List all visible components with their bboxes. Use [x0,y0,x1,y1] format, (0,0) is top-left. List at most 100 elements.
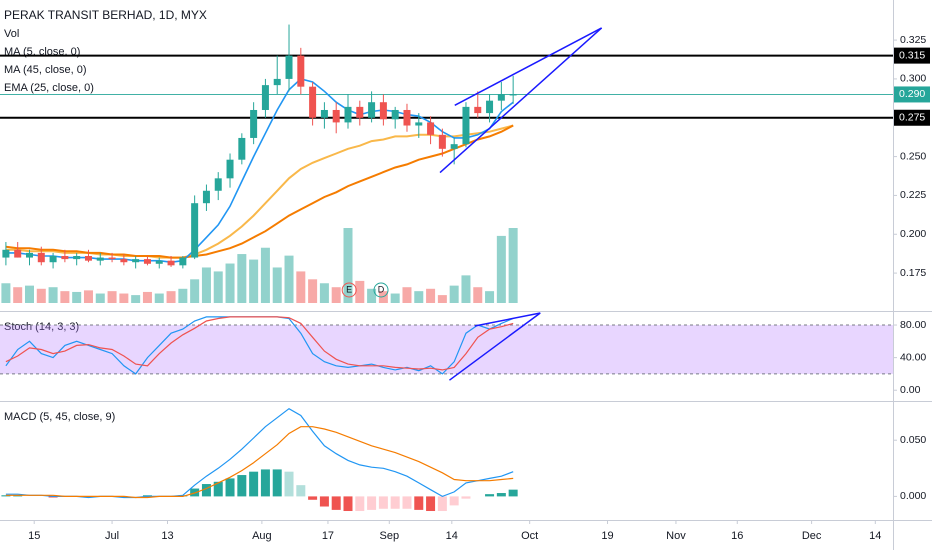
candle-body [132,259,140,263]
price-tick-label: 0.050 [900,434,926,446]
candle-body [155,260,163,264]
histogram-bar [201,484,211,497]
volume-bar [95,293,105,303]
price-tick-label: 0.325 [900,34,926,46]
histogram-bar [496,493,506,497]
legend-label: MA (45, close, 0) [4,64,87,76]
candle-body [427,122,435,135]
candle-body [403,109,411,126]
time-tick-label: Sep [379,530,399,542]
volume-bar [449,285,459,303]
candle-body [273,78,281,86]
histogram-bar [508,489,518,497]
volume-bar [343,228,353,303]
price-tick-label: 0.175 [900,267,926,279]
histogram-bar [426,496,436,512]
volume-bar [284,255,294,303]
candle-body [391,109,399,120]
candle-body [368,102,376,118]
volume-bar [272,267,282,303]
price-tick-label: 0.300 [900,73,926,85]
trend-line [474,312,541,327]
candle-body [320,109,328,118]
volume-bar [72,291,82,303]
candle-body [261,85,269,110]
histogram-bar [378,496,388,509]
candle-body [179,257,187,266]
pane-title: Stoch (14, 3, 3) [4,321,79,333]
candle-body [226,159,234,179]
price-tick-label: 80.00 [900,319,926,331]
candle-body [250,109,258,138]
indicator-line [5,426,514,499]
candle-body [332,109,340,123]
candle-body [379,102,387,120]
candle-body [297,55,305,87]
candle-body [285,55,293,79]
histogram-bar [284,471,294,497]
volume-bar [24,285,34,303]
candle-body [202,190,210,204]
volume-bar [48,287,58,303]
candle-body [96,257,104,261]
volume-bar [308,279,318,303]
volume-bar [355,280,365,303]
volume-bar [414,291,424,303]
histogram-bar [296,485,306,497]
volume-bar [296,271,306,303]
volume-bar [178,288,188,303]
price-tick-label: 0.200 [900,228,926,240]
volume-bar [83,290,93,303]
candle-body [120,259,128,263]
candle-body [238,137,246,160]
price-tick-label: 40.00 [900,351,926,363]
histogram-bar [249,471,259,497]
price-label: 0.290 [899,88,925,100]
volume-bar [36,288,46,303]
price-label-box [894,86,930,103]
candle-body [61,256,69,260]
stoch-band [0,325,893,374]
volume-bar [142,291,152,303]
candle-body [214,178,222,191]
histogram-bar [485,494,495,497]
volume-bar [260,247,270,303]
candle-body [486,100,494,114]
volume-bar [154,293,164,303]
volume-bar [119,293,129,303]
price-label: 0.275 [899,112,925,124]
volume-bar [249,259,259,303]
volume-bar [166,291,176,303]
indicator-line [5,124,514,259]
time-tick-label: 14 [446,530,458,542]
histogram-bar [437,496,447,512]
candle-body [37,252,45,263]
volume-bar [1,283,11,303]
volume-bar [508,228,518,303]
histogram-bar [331,496,341,510]
volume-bar [319,283,329,303]
candle-body [108,257,116,260]
volume-bar [496,235,506,303]
candle-body [143,259,151,264]
trend-line [449,312,541,381]
time-tick-label: 19 [601,530,613,542]
histogram-bar [237,475,247,497]
volume-bar [473,287,483,303]
volume-bar [402,287,412,303]
histogram-bar [319,496,329,507]
candle-body [509,94,517,96]
event-label: E [346,284,352,294]
volume-bar [107,291,117,303]
time-tick-label: Aug [252,530,272,542]
candle-body [474,106,482,114]
event-label: D [378,284,385,294]
histogram-bar [367,496,377,510]
volume-bar [390,293,400,303]
price-label: 0.315 [899,49,925,61]
trend-line [439,27,603,174]
candle-body [25,252,33,258]
time-tick-label: Jul [105,530,119,542]
pane-title: MACD (5, 45, close, 9) [4,411,115,423]
volume-bar [485,291,495,303]
